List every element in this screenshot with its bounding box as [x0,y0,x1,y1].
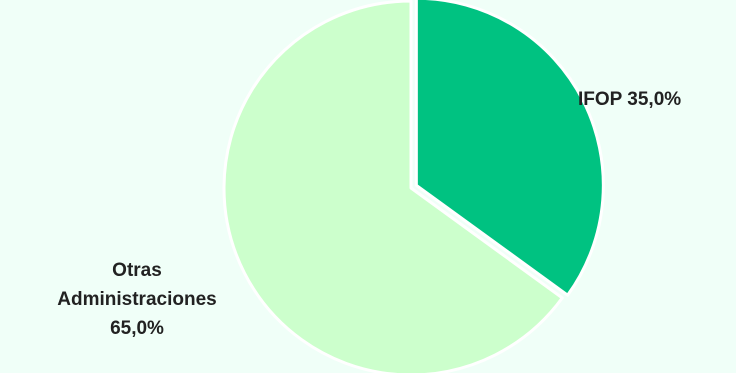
pie-slice-otras-administraciones [222,0,564,373]
slice-value-otras-administraciones: 65,0% [110,318,164,339]
slice-name-line-2: Administraciones [57,289,217,310]
slice-value-ifop: 35,0% [627,89,682,110]
slice-name-ifop: IFOP [578,89,622,110]
pie-slice-ifop [414,0,605,297]
slice-name-line-1: Otras [112,260,162,281]
slice-label-ifop: IFOP 35,0% [578,85,681,114]
slice-label-otras-administraciones: Otras Administraciones 65,0% [8,256,266,343]
